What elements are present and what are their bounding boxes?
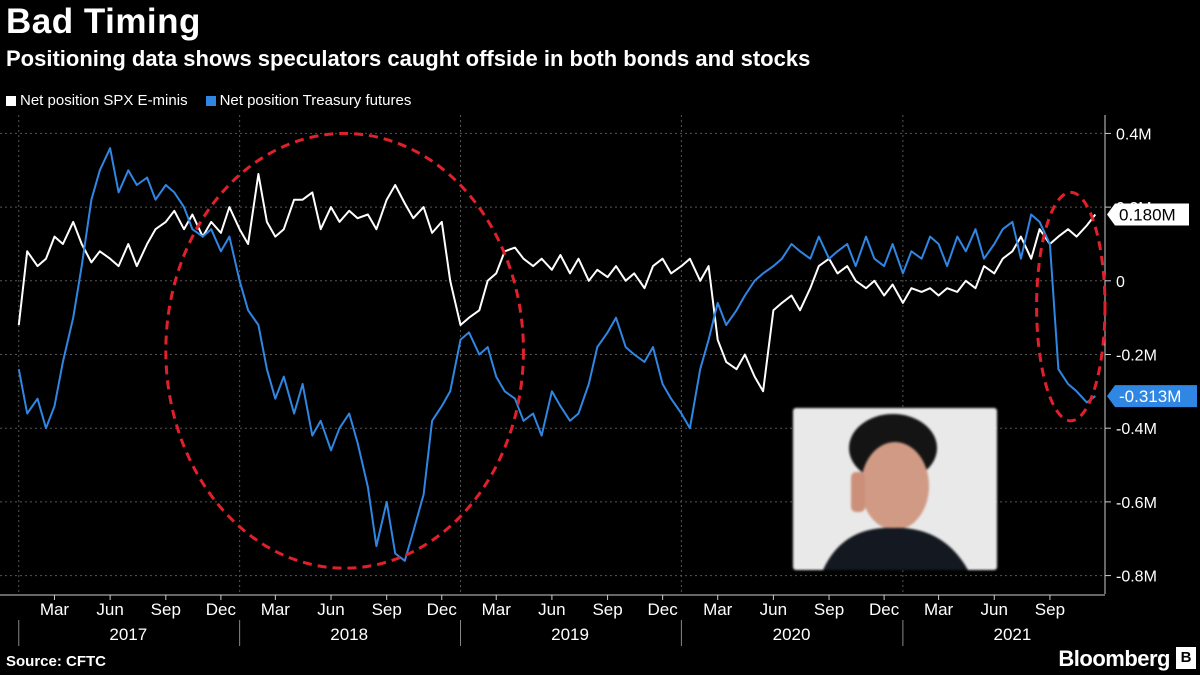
series-line-spx	[17, 173, 1097, 393]
x-tick-label-year: 2017	[109, 625, 147, 644]
brand-logo: Bloomberg	[1058, 646, 1170, 671]
chart-title: Bad Timing	[6, 2, 201, 41]
annotation-ellipse-2	[1035, 190, 1107, 423]
x-tick-label-year: 2021	[993, 625, 1031, 644]
x-tick-label-year: 2020	[773, 625, 811, 644]
legend-item-treasury: Net position Treasury futures	[205, 92, 412, 109]
source-note: Source: CFTC	[6, 653, 107, 670]
x-tick-label-month: Jun	[317, 600, 344, 619]
last-value-label-treasury-box	[1107, 385, 1197, 408]
x-tick-label-month: Jun	[538, 600, 565, 619]
x-tick-label-month: Sep	[372, 600, 402, 619]
last-value-label-spx-box	[1107, 203, 1189, 226]
x-tick-label-month: Dec	[206, 600, 237, 619]
annotation-ellipse-1	[164, 131, 525, 570]
y-tick-label: -0.6M	[1116, 495, 1157, 512]
portrait-image	[793, 408, 997, 570]
y-tick-label: -0.8M	[1116, 569, 1157, 586]
legend-item-spx: Net position SPX E-minis	[6, 92, 188, 109]
portrait-photo	[793, 408, 997, 570]
legend-label-spx: Net position SPX E-minis	[20, 92, 188, 109]
last-value-label-spx: 0.180M	[1119, 205, 1176, 224]
legend-swatch-spx	[6, 95, 16, 106]
legend-label-treasury: Net position Treasury futures	[219, 92, 412, 109]
photo-face	[861, 442, 929, 530]
x-tick-label-month: Mar	[261, 600, 291, 619]
x-tick-label-year: 2019	[551, 625, 589, 644]
y-tick-label: 0	[1116, 274, 1125, 291]
x-tick-label-month: Sep	[151, 600, 181, 619]
x-tick-label-month: Sep	[1035, 600, 1065, 619]
photo-suit	[823, 527, 968, 570]
legend: Net position SPX E-minis Net position Tr…	[6, 92, 411, 109]
y-tick-label: 0.4M	[1116, 126, 1152, 143]
x-tick-label-month: Sep	[814, 600, 844, 619]
brand-mark-icon: B	[1176, 647, 1196, 669]
chart-subtitle: Positioning data shows speculators caugh…	[6, 46, 811, 71]
x-tick-label-month: Jun	[981, 600, 1008, 619]
x-tick-label-month: Mar	[482, 600, 512, 619]
x-tick-label-year: 2018	[330, 625, 368, 644]
series-line-treasury	[17, 147, 1096, 562]
x-tick-label-month: Mar	[924, 600, 954, 619]
x-tick-label-month: Dec	[648, 600, 679, 619]
x-tick-label-month: Dec	[869, 600, 900, 619]
last-value-label-treasury: -0.313M	[1119, 387, 1181, 406]
photo-hand	[851, 472, 865, 512]
x-tick-label-month: Dec	[427, 600, 458, 619]
y-tick-label: -0.2M	[1116, 348, 1157, 365]
x-tick-label-month: Jun	[96, 600, 123, 619]
x-tick-label-month: Sep	[592, 600, 622, 619]
y-tick-label: -0.4M	[1116, 421, 1157, 438]
legend-swatch-treasury	[205, 95, 216, 106]
x-tick-label-month: Mar	[703, 600, 733, 619]
x-tick-label-month: Mar	[40, 600, 70, 619]
x-tick-label-month: Jun	[760, 600, 787, 619]
